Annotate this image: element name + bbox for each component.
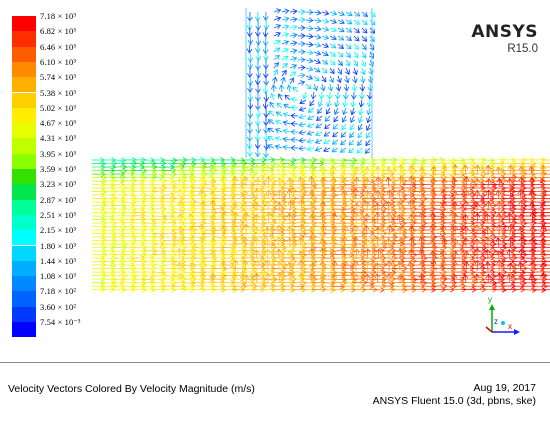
- legend-swatch: [12, 200, 36, 215]
- solver-info: ANSYS Fluent 15.0 (3d, pbns, ske): [373, 395, 536, 407]
- x-axis-line: [486, 327, 492, 332]
- legend-label: 1.44 × 10³: [40, 256, 76, 266]
- legend-swatch: [12, 291, 36, 306]
- legend-label: 2.15 × 10³: [40, 225, 76, 235]
- legend-swatch: [12, 169, 36, 184]
- legend-swatch: [12, 77, 36, 92]
- legend-label: 6.46 × 10³: [40, 42, 76, 52]
- legend-label: 1.08 × 10³: [40, 271, 76, 281]
- legend-swatch: [12, 184, 36, 199]
- legend-label: 7.54 × 10⁻³: [40, 317, 81, 328]
- legend-swatch: [12, 246, 36, 261]
- plot-date: Aug 19, 2017: [474, 382, 536, 394]
- legend-label: 5.74 × 10³: [40, 72, 76, 82]
- legend-entry: 7.54 × 10⁻³: [12, 322, 122, 337]
- legend-label: 7.18 × 10²: [40, 286, 76, 296]
- legend-swatch: [12, 31, 36, 46]
- legend-label: 3.59 × 10³: [40, 164, 76, 174]
- info-bar: Velocity Vectors Colored By Velocity Mag…: [0, 362, 550, 421]
- legend-swatch: [12, 322, 36, 337]
- legend-swatch: [12, 138, 36, 153]
- legend-swatch: [12, 215, 36, 230]
- legend-swatch: [12, 93, 36, 108]
- legend-label: 2.51 × 10³: [40, 210, 76, 220]
- legend-label: 3.95 × 10³: [40, 149, 76, 159]
- x-axis-label: x: [508, 322, 512, 331]
- legend-swatch: [12, 230, 36, 245]
- brand-version: R15.0: [471, 43, 538, 55]
- legend-label: 2.87 × 10³: [40, 195, 76, 205]
- legend-label: 1.80 × 10³: [40, 241, 76, 251]
- z-axis-arrow: [514, 329, 520, 335]
- z-axis-label: z: [494, 317, 498, 326]
- axis-triad[interactable]: y z x: [478, 296, 528, 346]
- legend-swatch: [12, 123, 36, 138]
- legend-swatch: [12, 261, 36, 276]
- legend-label: 7.18 × 10³: [40, 11, 76, 21]
- legend-label: 4.67 × 10³: [40, 118, 76, 128]
- legend-label: 3.23 × 10³: [40, 179, 76, 189]
- legend-label: 5.02 × 10³: [40, 103, 76, 113]
- graphics-viewport[interactable]: 7.18 × 10³ 6.82 × 10³ 6.46 × 10³ 6.10 × 10³…: [0, 0, 550, 362]
- legend-label: 6.10 × 10³: [40, 57, 76, 67]
- brand-name: ANSYS: [471, 22, 538, 42]
- y-axis-label: y: [488, 296, 492, 304]
- legend-swatch: [12, 16, 36, 31]
- legend-label: 4.31 × 10³: [40, 133, 76, 143]
- legend-swatch: [12, 307, 36, 322]
- legend-swatch: [12, 154, 36, 169]
- legend-label: 5.38 × 10³: [40, 88, 76, 98]
- plot-caption: Velocity Vectors Colored By Velocity Mag…: [8, 383, 255, 395]
- legend-swatch: [12, 276, 36, 291]
- legend-swatch: [12, 62, 36, 77]
- triad-origin-dot: [501, 321, 505, 325]
- legend-label: 6.82 × 10³: [40, 26, 76, 36]
- legend-swatch: [12, 108, 36, 123]
- legend-swatch: [12, 47, 36, 62]
- legend-label: 3.60 × 10²: [40, 302, 76, 312]
- ansys-logo: ANSYS R15.0: [471, 22, 538, 55]
- y-axis-arrow: [489, 304, 495, 310]
